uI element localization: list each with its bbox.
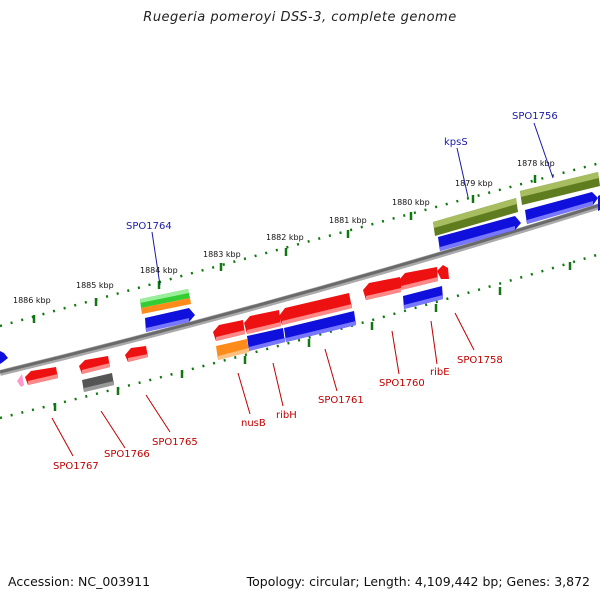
genome-title: Ruegeria pomeroyi DSS-3, complete genome bbox=[143, 10, 457, 25]
gene-blue-1761[interactable] bbox=[284, 311, 356, 342]
gene-green-1764[interactable] bbox=[140, 289, 190, 308]
genome-backbone-shade bbox=[0, 203, 600, 374]
scale-track-bottom bbox=[0, 252, 600, 420]
scale-label: 1885 kbp bbox=[76, 281, 114, 290]
scale-label: 1883 kbp bbox=[203, 250, 241, 259]
gene-label-bottom[interactable]: SPO1758 bbox=[457, 355, 503, 366]
gene-orange-1764[interactable] bbox=[141, 298, 191, 314]
gene-red-1761[interactable] bbox=[279, 293, 352, 325]
gene-olive-kpsS[interactable] bbox=[433, 198, 518, 236]
gene-label-bottom[interactable]: ribE bbox=[430, 367, 450, 378]
scale-label: 1882 kbp bbox=[266, 233, 304, 242]
leader-lines-top bbox=[151, 122, 554, 286]
gene-label-bottom[interactable]: nusB bbox=[241, 418, 266, 429]
accession-text: Accession: NC_003911 bbox=[8, 574, 151, 589]
gene-label-top[interactable]: kpsS bbox=[444, 137, 468, 148]
gene-label-bottom[interactable]: SPO1766 bbox=[104, 449, 150, 460]
gene-label-bottom[interactable]: SPO1760 bbox=[379, 378, 425, 389]
gene-gray-1766[interactable] bbox=[82, 373, 114, 392]
gene-blue-ribH[interactable] bbox=[247, 328, 285, 351]
scale-label: 1881 kbp bbox=[329, 216, 367, 225]
gene-red-nusB[interactable] bbox=[213, 320, 245, 341]
scale-track-top bbox=[0, 161, 600, 328]
gene-blue-1756[interactable] bbox=[525, 192, 598, 224]
gene-red-1767[interactable] bbox=[25, 367, 58, 385]
major-ticks-bottom bbox=[53, 262, 572, 411]
gene-label-top[interactable]: SPO1756 bbox=[512, 111, 558, 122]
gene-label-bottom[interactable]: ribH bbox=[276, 410, 297, 421]
gene-red-1758[interactable] bbox=[437, 265, 449, 279]
gene-label-bottom[interactable]: SPO1767 bbox=[53, 461, 99, 472]
gene-red-1760[interactable] bbox=[363, 277, 401, 300]
gene-blue-left-edge[interactable] bbox=[0, 351, 8, 364]
gene-orange-nusB[interactable] bbox=[216, 339, 249, 360]
gene-red-ribE[interactable] bbox=[399, 267, 438, 290]
scale-label: 1879 kbp bbox=[455, 179, 493, 188]
genome-summary-text: Topology: circular; Length: 4,109,442 bp… bbox=[246, 574, 590, 589]
gene-red-1765[interactable] bbox=[125, 346, 148, 362]
scale-label: 1878 kbp bbox=[517, 159, 555, 168]
gene-blue-kpsS[interactable] bbox=[438, 216, 521, 251]
gene-red-1766[interactable] bbox=[79, 356, 110, 374]
gene-label-top[interactable]: SPO1764 bbox=[126, 221, 172, 232]
scale-label: 1886 kbp bbox=[13, 296, 51, 305]
leader-lines-bottom bbox=[51, 312, 475, 457]
gene-blue-ribE[interactable] bbox=[403, 286, 443, 309]
major-ticks-top bbox=[32, 175, 537, 323]
gene-label-bottom[interactable]: SPO1765 bbox=[152, 437, 198, 448]
scale-label: 1884 kbp bbox=[140, 266, 178, 275]
scale-label: 1880 kbp bbox=[392, 198, 430, 207]
gene-olive-1756[interactable] bbox=[520, 172, 600, 205]
gene-red-ribH[interactable] bbox=[244, 310, 281, 334]
gene-blue-1764[interactable] bbox=[145, 308, 195, 332]
gene-pink[interactable] bbox=[17, 374, 24, 387]
gene-label-bottom[interactable]: SPO1761 bbox=[318, 395, 364, 406]
